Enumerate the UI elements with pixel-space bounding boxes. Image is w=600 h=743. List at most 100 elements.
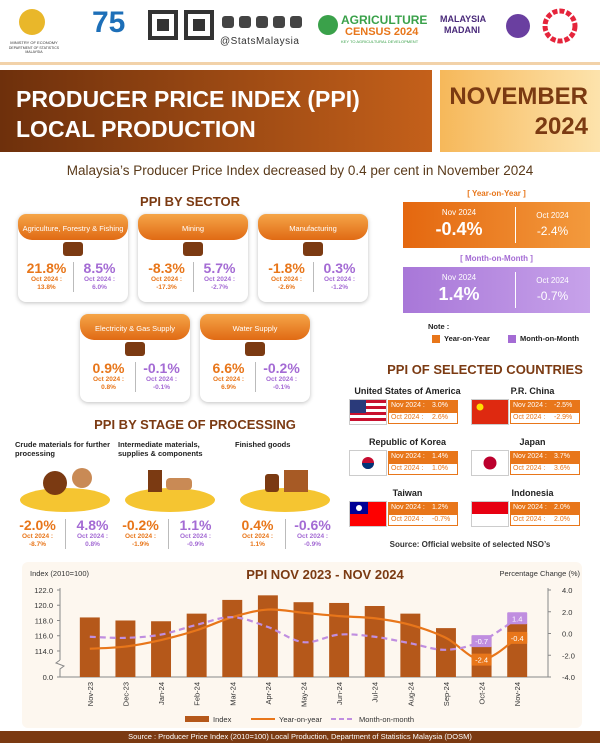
nov-value: 1.4% bbox=[432, 453, 448, 460]
x-tick-label: Jul-24 bbox=[371, 682, 380, 702]
x-tick-label: Feb-24 bbox=[193, 682, 202, 706]
y-axis-title: Index (2010=100) bbox=[30, 569, 90, 578]
title: PRODUCER PRICE INDEX (PPI) bbox=[16, 86, 360, 112]
sector-icon bbox=[303, 242, 323, 256]
oct-label: Oct 2024 : bbox=[145, 376, 178, 383]
yoy-value: -2.0% bbox=[19, 517, 56, 533]
x-tick-label: Oct-24 bbox=[478, 682, 487, 705]
stage-name: Crude materials for further processing bbox=[15, 440, 111, 458]
x-tick-label: Apr-24 bbox=[264, 682, 273, 705]
y2-tick-label: 0.0 bbox=[562, 630, 572, 639]
country-name: United States of America bbox=[354, 386, 461, 396]
census-title: CENSUS 2024 bbox=[345, 26, 419, 38]
social-icon bbox=[222, 16, 234, 28]
oct-label: Oct 2024 : bbox=[513, 465, 546, 472]
stage-disc bbox=[20, 488, 110, 512]
note-label: Year-on-Year bbox=[444, 334, 490, 343]
ministry: MINISTRY OF ECONOMY bbox=[10, 40, 58, 45]
sector-header bbox=[200, 314, 310, 340]
separator bbox=[515, 207, 516, 243]
x-tick-label: Mar-24 bbox=[228, 682, 237, 706]
oct-value: -2.9% bbox=[554, 414, 573, 421]
x-tick-label: Aug-24 bbox=[406, 682, 415, 706]
stage-icon bbox=[72, 468, 92, 488]
flag-part bbox=[350, 418, 386, 421]
previous-label: Oct 2024 bbox=[536, 276, 569, 285]
oct-value: -0.1% bbox=[153, 384, 170, 391]
sector-icon bbox=[125, 342, 145, 356]
headline: Malaysia’s Producer Price Index decrease… bbox=[66, 163, 534, 178]
current-label: Nov 2024 bbox=[441, 208, 477, 217]
stage-icons bbox=[43, 468, 308, 495]
flag-part bbox=[356, 505, 362, 511]
sdg-wheel bbox=[542, 8, 578, 44]
bar bbox=[507, 623, 528, 677]
y-tick-label: 120.0 bbox=[34, 601, 53, 610]
y2-tick-label: 2.0 bbox=[562, 608, 572, 617]
current-value: -0.4% bbox=[435, 219, 483, 239]
yoy-value: 6.6% bbox=[212, 360, 245, 376]
oct-value: -1.9% bbox=[132, 541, 149, 548]
separator bbox=[73, 262, 74, 292]
stage-disc bbox=[240, 488, 330, 512]
oct-value: -0.1% bbox=[273, 384, 290, 391]
anniversary-logo: 75 bbox=[92, 6, 126, 39]
qr-code bbox=[157, 19, 169, 31]
social-handle: @StatsMalaysia bbox=[220, 36, 300, 47]
period: 2024 bbox=[534, 113, 588, 140]
flag bbox=[471, 450, 509, 476]
yoy-value: 21.8% bbox=[26, 260, 67, 276]
oct-value: 2.0% bbox=[554, 516, 570, 523]
divider bbox=[0, 62, 600, 65]
oct-value: 13.8% bbox=[37, 284, 56, 291]
x-tick-label: Dec-23 bbox=[121, 682, 130, 706]
social-icon bbox=[256, 16, 268, 28]
chart-title: PPI NOV 2023 - NOV 2024 bbox=[246, 567, 404, 582]
current-value: 1.4% bbox=[438, 284, 480, 304]
mom-value: 1.1% bbox=[179, 517, 212, 533]
separator bbox=[515, 272, 516, 308]
nov-label: Nov 2024 : bbox=[391, 402, 425, 409]
nov-box bbox=[388, 451, 458, 463]
nov-value: 3.0% bbox=[432, 402, 448, 409]
separator bbox=[313, 262, 314, 292]
flag-part bbox=[483, 456, 497, 470]
bar bbox=[222, 599, 243, 677]
separator bbox=[135, 362, 136, 392]
flag-part bbox=[350, 400, 366, 413]
flag-part bbox=[362, 463, 374, 469]
period: NOVEMBER bbox=[449, 83, 588, 110]
oct-value: 1.0% bbox=[432, 465, 448, 472]
yoy-value: -1.8% bbox=[268, 260, 305, 276]
separator bbox=[65, 519, 66, 549]
oct-label: Oct 2024 : bbox=[21, 533, 54, 540]
stage-icon bbox=[148, 470, 162, 492]
oct-value: -0.9% bbox=[304, 541, 321, 548]
flag bbox=[471, 399, 509, 425]
yoy-value: -0.2% bbox=[122, 517, 159, 533]
oct-label: Oct 2024 : bbox=[270, 276, 303, 283]
x-tick-label: Nov-24 bbox=[513, 682, 522, 706]
nov-label: Nov 2024 : bbox=[391, 504, 425, 511]
oct-label: Oct 2024 : bbox=[83, 276, 116, 283]
oct-value: 0.8% bbox=[85, 541, 100, 548]
nov-value: 3.7% bbox=[554, 453, 570, 460]
yoy-value: 0.9% bbox=[92, 360, 125, 376]
nov-box bbox=[388, 502, 458, 514]
department: DEPARTMENT OF STATISTICS MALAYSIA bbox=[8, 46, 60, 54]
y2-tick-label: 4.0 bbox=[562, 586, 572, 595]
flag-part bbox=[476, 403, 484, 411]
period-label: [ Year-on-Year ] bbox=[467, 189, 526, 198]
oct-box bbox=[510, 463, 580, 475]
separator bbox=[255, 362, 256, 392]
current-label: Nov 2024 bbox=[441, 273, 477, 282]
period-label: [ Month-on-Month ] bbox=[460, 254, 533, 263]
y-tick-label: 122.0 bbox=[34, 586, 53, 595]
bar bbox=[400, 613, 421, 677]
country-name: Taiwan bbox=[392, 488, 423, 498]
oct-box bbox=[388, 514, 458, 526]
footer: Source : Producer Price Index (2010=100)… bbox=[128, 732, 472, 741]
flag-part bbox=[350, 412, 386, 415]
social-icon bbox=[273, 16, 285, 28]
oct-box bbox=[388, 412, 458, 424]
